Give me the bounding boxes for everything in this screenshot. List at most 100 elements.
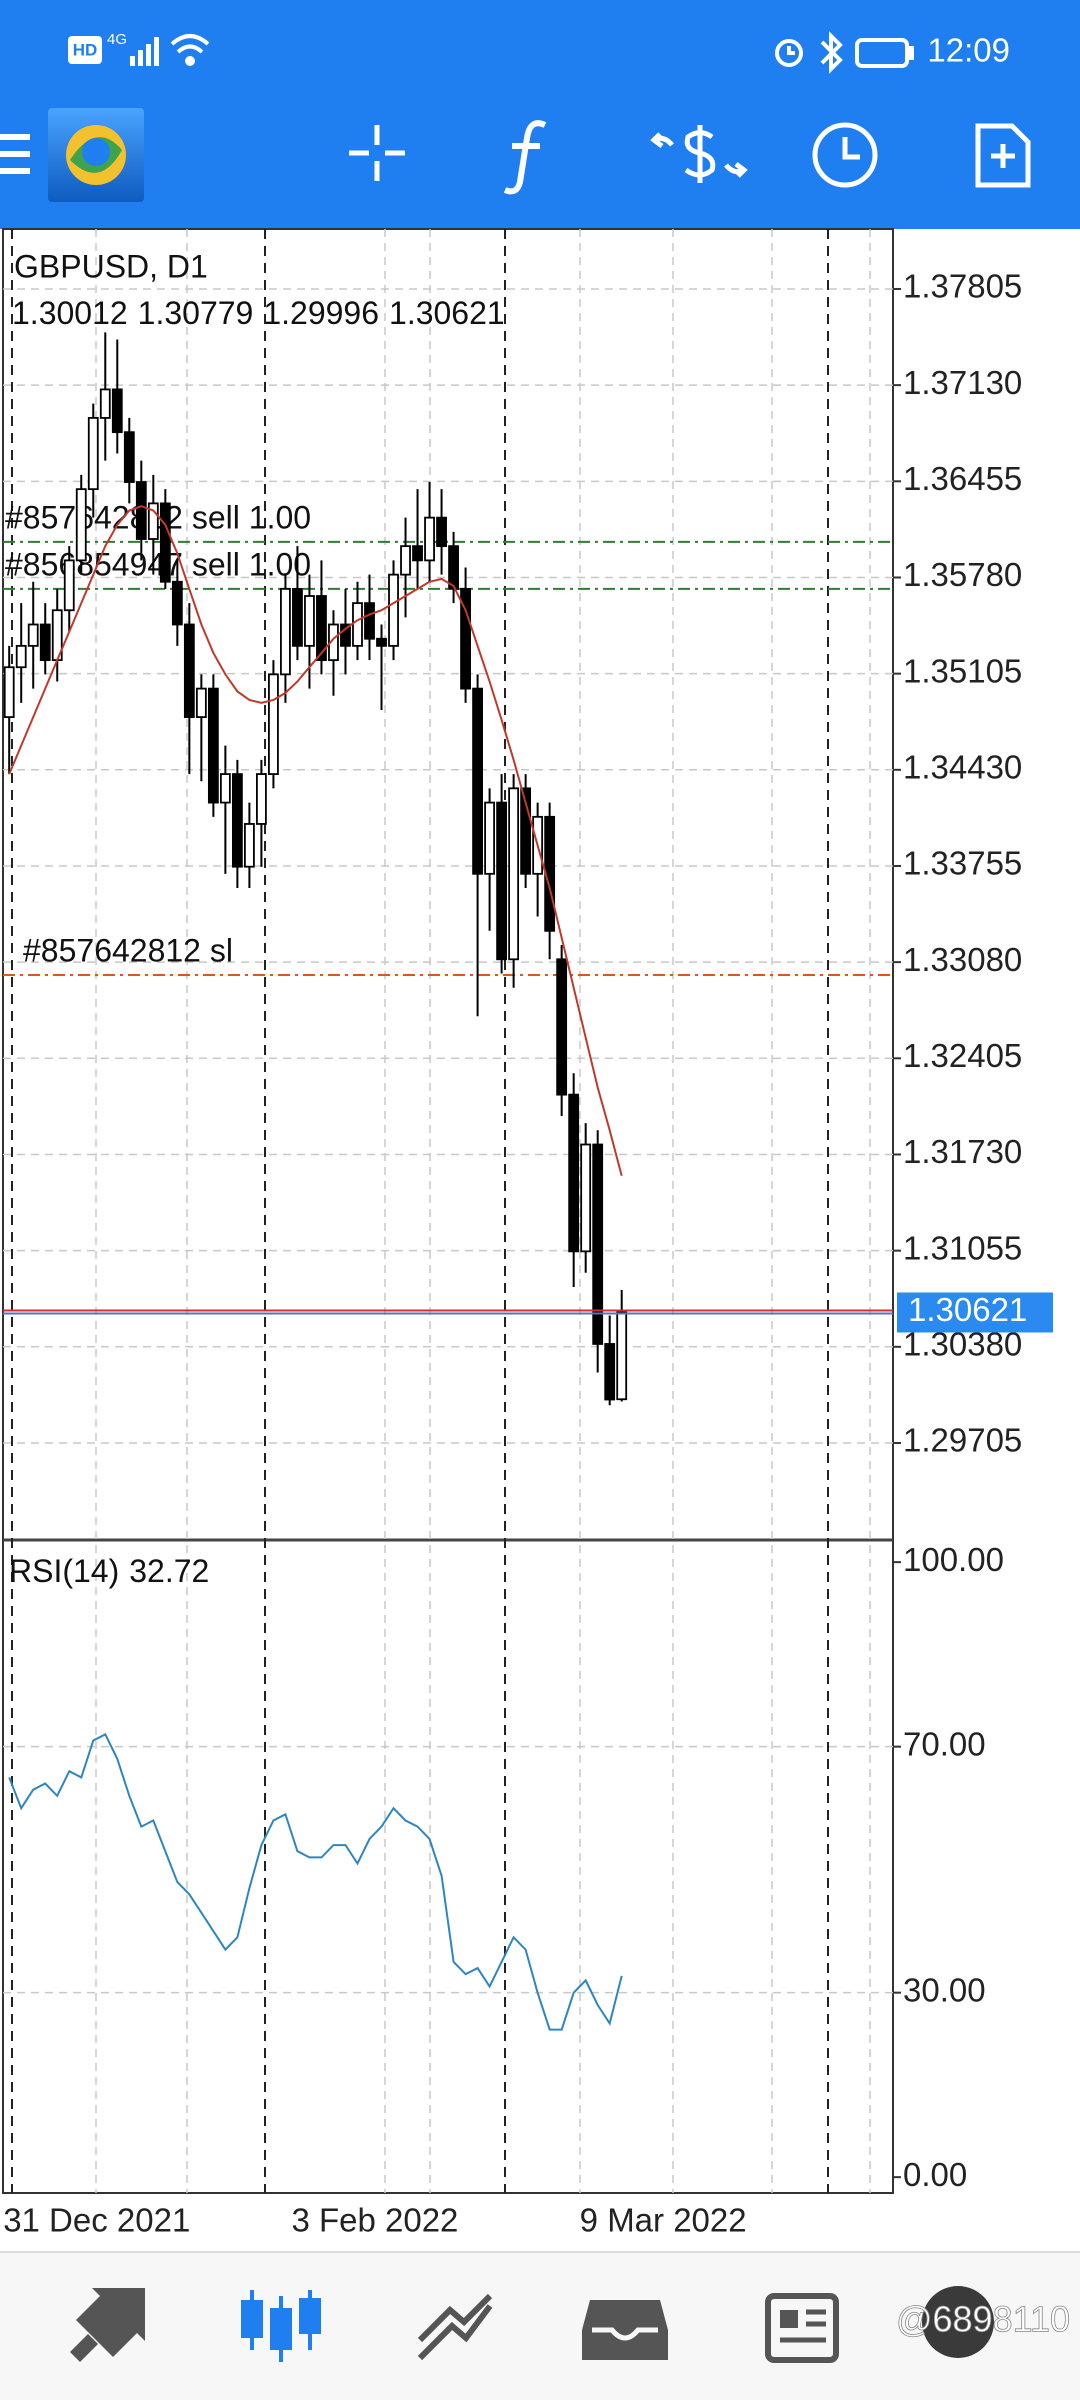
status-icons <box>775 31 914 74</box>
candle-body <box>592 1143 604 1345</box>
candle-body <box>99 388 111 419</box>
trade-button[interactable] <box>650 125 748 183</box>
timeframe-button[interactable] <box>812 122 878 188</box>
candle-body <box>496 801 508 961</box>
vertical-grid <box>95 229 871 2193</box>
candle-body <box>195 687 207 718</box>
network-text: 4G <box>107 31 127 48</box>
candle-body <box>75 488 87 562</box>
rsi-title: RSI(14) <box>9 1553 119 1589</box>
top-bar <box>0 0 1080 229</box>
x-tick-label: 9 Mar 2022 <box>580 2202 747 2239</box>
candle-body <box>3 666 15 718</box>
candle-body <box>364 602 375 640</box>
quotes-tab[interactable] <box>70 2288 145 2362</box>
candle-body <box>123 431 135 483</box>
y-tick-label: 1.35780 <box>903 556 1022 593</box>
chart-layer: 1.37805 1.37130 1.36455 1.35780 1.35105 1.344… <box>3 268 1053 2239</box>
y-tick-label: 30.00 <box>903 1971 986 2008</box>
moving-average <box>8 505 623 1177</box>
candle-body <box>412 545 423 562</box>
y-tick-label: 0.00 <box>903 2156 967 2193</box>
candle-body <box>27 623 39 647</box>
period-separators <box>11 229 829 2193</box>
ohlc-low: 1.29996 <box>263 295 379 331</box>
candle-body <box>304 595 315 647</box>
candle-body <box>568 1093 580 1253</box>
rsi-current: 32.72 <box>129 1553 209 1589</box>
y-tick-label: 1.33755 <box>903 845 1022 882</box>
rsi-header: RSI(14) 32.72 <box>9 1553 209 1589</box>
ohlc-high: 1.30779 <box>138 295 254 331</box>
y-tick-label: 1.35105 <box>903 652 1022 689</box>
candle-body <box>111 388 123 434</box>
ohlc-close: 1.30621 <box>389 295 505 331</box>
y-tick-label: 1.32405 <box>903 1037 1022 1074</box>
candle-body <box>580 1143 592 1253</box>
candle-body <box>352 602 363 647</box>
candle-body <box>15 644 27 669</box>
candle-body <box>39 623 51 662</box>
bid-label: 1.30621 <box>908 1291 1027 1328</box>
candle-body <box>147 502 159 540</box>
candle-body <box>448 545 459 590</box>
ohlc-header: 1.30012 1.30779 1.29996 1.30621 <box>12 295 505 331</box>
wifi-icon <box>170 34 210 66</box>
chart-frame <box>2 228 894 2194</box>
chart-title: GBPUSD, D1 <box>14 248 208 284</box>
candle-body <box>460 587 471 690</box>
chart-tab[interactable] <box>241 2290 321 2362</box>
candle-body <box>616 1311 628 1401</box>
candle-body <box>63 559 75 612</box>
hd-icon <box>68 36 102 64</box>
candle-body <box>484 801 496 875</box>
crosshair-button[interactable] <box>349 125 405 181</box>
candle-body <box>243 823 255 868</box>
y-tick-label: 1.37805 <box>903 268 1022 305</box>
candle-body <box>316 595 327 662</box>
candle-body <box>424 516 435 562</box>
y-tick-label: 1.31730 <box>903 1133 1022 1170</box>
candle-body <box>219 773 231 804</box>
menu-button[interactable] <box>0 134 30 174</box>
candle-body <box>436 516 447 548</box>
bid-label-box <box>897 1292 1053 1333</box>
candle-body <box>556 958 568 1096</box>
y-tick-label: 1.33080 <box>903 941 1022 978</box>
trade-tab[interactable] <box>417 2293 493 2361</box>
y-tick-label: 70.00 <box>903 1725 986 1762</box>
watermark: @6898110 <box>896 2299 1070 2340</box>
new-order-button[interactable] <box>975 123 1031 188</box>
y-tick-label: 1.36455 <box>903 460 1022 497</box>
order-level-label: #857642812 sl <box>23 932 233 968</box>
candle-body <box>508 787 520 961</box>
y-tick-label: 100.00 <box>903 1541 1004 1578</box>
candle-body <box>268 673 279 775</box>
signal-icon <box>130 37 159 66</box>
candle-body <box>87 417 99 491</box>
candle-body <box>604 1343 616 1401</box>
candle-body <box>472 687 483 875</box>
candle-body <box>280 587 291 676</box>
clock: 12:09 <box>927 32 1010 69</box>
candle-body <box>171 580 183 626</box>
y-tick-label: 1.37130 <box>903 364 1022 401</box>
app-logo[interactable] <box>48 108 144 202</box>
indicators-button[interactable] <box>503 120 547 195</box>
candle-body <box>183 623 195 718</box>
candle-body <box>256 773 267 825</box>
bottom-nav <box>0 2252 1080 2400</box>
more-tab[interactable] <box>922 2286 994 2358</box>
x-tick-label: 31 Dec 2021 <box>3 2202 190 2239</box>
candle-body <box>388 573 399 647</box>
x-tick-label: 3 Feb 2022 <box>291 2202 458 2239</box>
candle-body <box>292 587 303 647</box>
candle-body <box>376 637 387 647</box>
rsi-line <box>8 1732 623 2031</box>
history-tab[interactable] <box>582 2300 668 2360</box>
hd-text: HD <box>73 40 98 59</box>
y-tick-label: 1.31055 <box>903 1229 1022 1266</box>
news-tab[interactable] <box>765 2293 839 2363</box>
